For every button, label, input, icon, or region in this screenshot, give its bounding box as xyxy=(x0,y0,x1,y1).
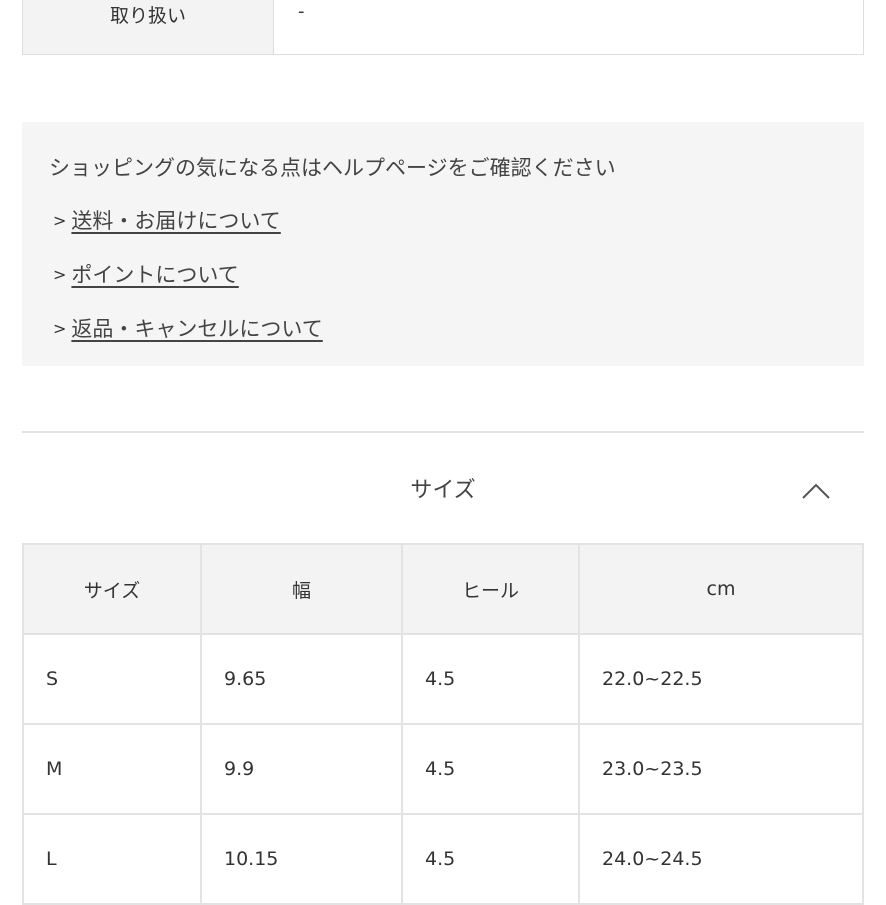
help-link-label[interactable]: ポイントについて xyxy=(71,263,239,287)
chevron-right-icon: > xyxy=(53,210,67,230)
divider xyxy=(22,431,864,433)
header-size: サイズ xyxy=(22,543,202,635)
cell: 22.0~22.5 xyxy=(578,633,864,725)
help-title: ショッピングの気になる点はヘルプページをご確認ください xyxy=(49,156,616,180)
size-accordion-title[interactable]: サイズ xyxy=(410,478,476,503)
help-box: ショッピングの気になる点はヘルプページをご確認ください > 送料・お届けについて … xyxy=(22,122,864,366)
table-header-row: サイズ 幅 ヒール cm xyxy=(22,543,864,635)
spec-label: 取り扱い xyxy=(23,0,274,54)
cell: 23.0~23.5 xyxy=(578,723,864,815)
cell: 4.5 xyxy=(401,723,580,815)
size-table: サイズ 幅 ヒール cm S 9.65 4.5 22.0~22.5 M 9.9 … xyxy=(22,543,864,905)
chevron-right-icon: > xyxy=(53,264,67,284)
help-link-label[interactable]: 返品・キャンセルについて xyxy=(71,317,323,341)
spec-row: 取り扱い - xyxy=(22,0,864,55)
help-link-points[interactable]: > ポイントについて xyxy=(49,259,864,289)
cell: S xyxy=(22,633,202,725)
spec-value: - xyxy=(298,1,305,22)
header-cm: cm xyxy=(578,543,864,635)
table-row: L 10.15 4.5 24.0~24.5 xyxy=(22,813,864,905)
cell: 9.9 xyxy=(200,723,403,815)
cell: L xyxy=(22,813,202,905)
cell: 24.0~24.5 xyxy=(578,813,864,905)
header-width: 幅 xyxy=(200,543,403,635)
table-row: M 9.9 4.5 23.0~23.5 xyxy=(22,723,864,815)
chevron-up-icon[interactable] xyxy=(802,480,830,500)
cell: 4.5 xyxy=(401,813,580,905)
help-link-returns[interactable]: > 返品・キャンセルについて xyxy=(49,313,864,343)
chevron-right-icon: > xyxy=(53,318,67,338)
cell: 4.5 xyxy=(401,633,580,725)
cell: 10.15 xyxy=(200,813,403,905)
help-link-shipping[interactable]: > 送料・お届けについて xyxy=(49,205,864,235)
cell: 9.65 xyxy=(200,633,403,725)
header-heel: ヒール xyxy=(401,543,580,635)
table-row: S 9.65 4.5 22.0~22.5 xyxy=(22,633,864,725)
cell: M xyxy=(22,723,202,815)
help-link-label[interactable]: 送料・お届けについて xyxy=(71,209,281,233)
